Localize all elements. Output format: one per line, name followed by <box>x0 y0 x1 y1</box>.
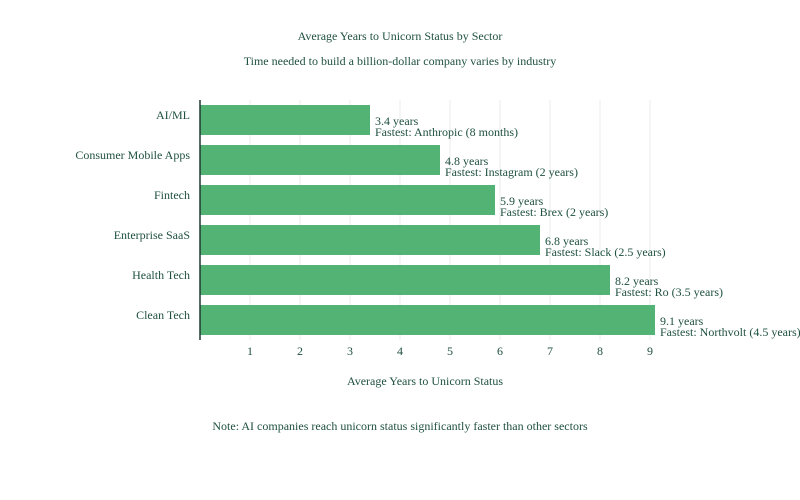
x-axis-title: Average Years to Unicorn Status <box>347 374 503 388</box>
y-tick-label: Health Tech <box>132 268 190 282</box>
x-tick-label: 4 <box>397 344 403 358</box>
bar-fastest-label: Fastest: Brex (2 years) <box>500 205 608 219</box>
bar-value-label: 6.8 years <box>545 234 589 248</box>
chart-title: Average Years to Unicorn Status by Secto… <box>298 29 503 43</box>
x-tick-label: 2 <box>297 344 303 358</box>
y-tick-label: Consumer Mobile Apps <box>75 148 190 162</box>
x-tick-label: 3 <box>347 344 353 358</box>
y-axis-labels: AI/ML Consumer Mobile Apps Fintech Enterpri… <box>75 108 190 322</box>
y-tick-label: Fintech <box>154 188 190 202</box>
bar <box>200 265 610 295</box>
bar-fastest-label: Fastest: Instagram (2 years) <box>445 165 578 179</box>
bar <box>200 185 495 215</box>
bar-value-label: 4.8 years <box>445 154 489 168</box>
bar-fastest-label: Fastest: Ro (3.5 years) <box>615 285 723 299</box>
bars <box>200 105 655 335</box>
bar-value-label: 9.1 years <box>660 314 704 328</box>
y-tick-label: Clean Tech <box>136 308 190 322</box>
chart-subtitle: Time needed to build a billion-dollar co… <box>244 54 557 68</box>
bar <box>200 225 540 255</box>
x-axis-ticks: 1 2 3 4 5 6 7 8 9 <box>247 344 653 358</box>
bar-value-label: 3.4 years <box>375 114 419 128</box>
gridlines <box>249 100 651 340</box>
x-tick-label: 9 <box>647 344 653 358</box>
bar-value-label: 8.2 years <box>615 274 659 288</box>
x-tick-label: 8 <box>597 344 603 358</box>
bar <box>200 145 440 175</box>
bar-fastest-label: Fastest: Northvolt (4.5 years) <box>660 325 800 339</box>
x-tick-label: 1 <box>247 344 253 358</box>
y-tick-label: AI/ML <box>156 108 190 122</box>
x-tick-label: 6 <box>497 344 503 358</box>
bar-fastest-label: Fastest: Anthropic (8 months) <box>375 125 518 139</box>
chart-annotation: Note: AI companies reach unicorn status … <box>212 419 588 433</box>
bar <box>200 105 370 135</box>
y-tick-label: Enterprise SaaS <box>114 228 190 242</box>
bar <box>200 305 655 335</box>
x-tick-label: 5 <box>447 344 453 358</box>
x-tick-label: 7 <box>547 344 553 358</box>
bar-value-label: 5.9 years <box>500 194 544 208</box>
bar-fastest-label: Fastest: Slack (2.5 years) <box>545 245 666 259</box>
